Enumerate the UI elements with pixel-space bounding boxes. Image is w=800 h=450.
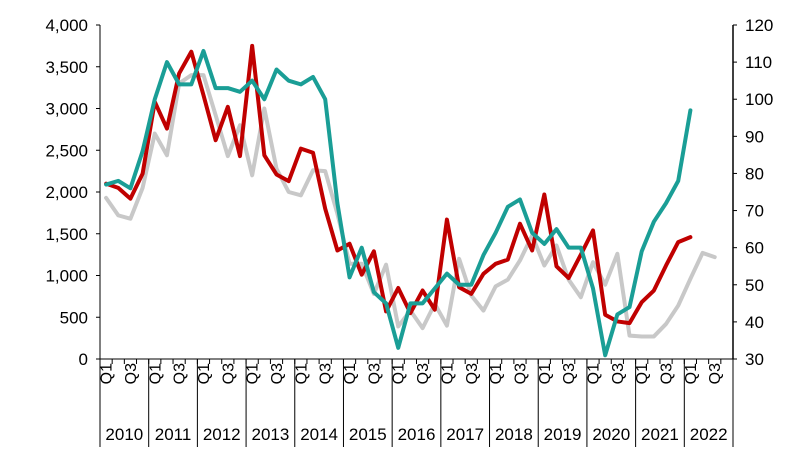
x-quarter-label: Q1 [634, 363, 651, 384]
x-year-label: 2020 [592, 425, 630, 444]
x-quarter-label: Q3 [269, 363, 286, 384]
y-left-tick-label: 0 [79, 350, 88, 369]
x-quarter-label: Q1 [245, 363, 262, 384]
y-left-tick-label: 2,500 [45, 141, 88, 160]
y-right-tick-label: 80 [745, 164, 764, 183]
y-right-tick-label: 120 [745, 16, 773, 35]
x-quarter-label: Q3 [561, 363, 578, 384]
x-quarter-label: Q3 [512, 363, 529, 384]
y-left-tick-label: 4,000 [45, 16, 88, 35]
x-year-label: 2011 [155, 425, 192, 444]
y-right-tick-label: 70 [745, 202, 764, 221]
x-quarter-label: Q3 [707, 363, 724, 384]
y-left-tick-label: 1,500 [45, 225, 88, 244]
x-quarter-label: Q1 [537, 363, 554, 384]
y-right-tick-label: 100 [745, 90, 773, 109]
x-quarter-label: Q1 [488, 363, 505, 384]
x-year-label: 2018 [495, 425, 533, 444]
labels-layer: 0 500 1,000 1,500 2,000 2,500 3,000 3,500 4,000 3… [45, 16, 773, 444]
x-quarter-label: Q1 [683, 363, 700, 384]
axes [96, 24, 737, 447]
x-year-label: 2017 [446, 425, 484, 444]
y-right-tick-label: 40 [745, 313, 764, 332]
x-quarter-label: Q1 [391, 363, 408, 384]
series-layer [104, 43, 717, 358]
x-quarter-label: Q1 [196, 363, 213, 384]
y-right-tick-label: 50 [745, 276, 764, 295]
x-year-label: 2021 [641, 425, 679, 444]
x-quarter-label: Q3 [464, 363, 481, 384]
x-quarter-label: Q3 [172, 363, 189, 384]
x-quarter-label: Q1 [342, 363, 359, 384]
y-left-tick-label: 1,000 [45, 267, 88, 286]
x-year-label: 2019 [544, 425, 582, 444]
x-year-label: 2015 [349, 425, 387, 444]
series-line-1 [104, 73, 717, 339]
x-quarter-label: Q1 [439, 363, 456, 384]
x-year-label: 2012 [203, 425, 241, 444]
x-quarter-label: Q1 [293, 363, 310, 384]
x-quarter-label: Q1 [147, 363, 164, 384]
series-line-3 [104, 48, 693, 358]
x-year-label: 2022 [690, 425, 728, 444]
x-year-label: 2016 [398, 425, 436, 444]
x-quarter-label: Q3 [659, 363, 676, 384]
y-right-tick-label: 90 [745, 127, 764, 146]
series-line-2 [104, 43, 693, 326]
x-quarter-label: Q3 [318, 363, 335, 384]
x-quarter-label: Q1 [99, 363, 116, 384]
x-quarter-label: Q1 [586, 363, 603, 384]
y-right-tick-label: 30 [745, 350, 764, 369]
x-quarter-label: Q3 [220, 363, 237, 384]
y-left-tick-label: 500 [60, 308, 88, 327]
x-year-label: 2014 [300, 425, 338, 444]
x-quarter-label: Q3 [123, 363, 140, 384]
x-year-label: 2010 [105, 425, 143, 444]
y-left-tick-label: 3,000 [45, 100, 88, 119]
x-quarter-label: Q3 [610, 363, 627, 384]
y-left-tick-label: 2,000 [45, 183, 88, 202]
y-left-tick-label: 3,500 [45, 58, 88, 77]
y-right-tick-label: 110 [745, 53, 772, 72]
y-right-tick-label: 60 [745, 239, 764, 258]
x-year-label: 2013 [252, 425, 290, 444]
x-quarter-label: Q3 [415, 363, 432, 384]
x-quarter-label: Q3 [366, 363, 383, 384]
